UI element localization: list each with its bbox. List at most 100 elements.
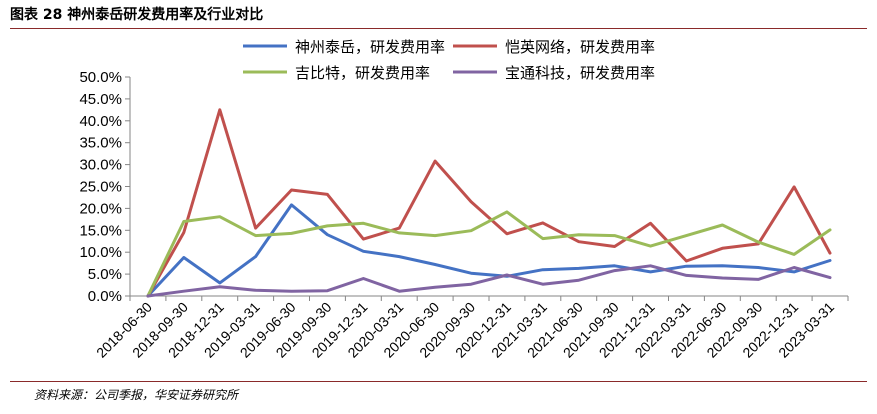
y-tick-label: 15.0% [79, 222, 122, 239]
data-point [792, 266, 796, 269]
data-point [757, 240, 760, 244]
data-point [792, 270, 796, 274]
data-point [757, 266, 760, 269]
data-point [469, 200, 473, 204]
legend-label: 宝通科技，研发费用率 [505, 65, 655, 82]
series-baotong [146, 264, 832, 298]
series-line-shenzhou [146, 203, 832, 298]
data-point [685, 274, 688, 277]
legend-item-baotong: 宝通科技，研发费用率 [453, 65, 655, 82]
data-point [828, 251, 832, 255]
data-point [218, 285, 221, 289]
data-point [362, 250, 365, 253]
data-point [469, 282, 473, 286]
y-tick-label: 50.0% [79, 69, 122, 86]
data-point [721, 264, 724, 267]
data-point [792, 253, 796, 256]
y-tick-label: 5.0% [88, 266, 122, 283]
data-point [254, 226, 257, 230]
data-point [254, 234, 257, 237]
legend-item-jibite: 吉比特，研发费用率 [243, 65, 430, 82]
data-point [649, 222, 652, 225]
data-point [218, 281, 221, 285]
data-point [433, 263, 437, 266]
data-point [326, 233, 329, 236]
data-point [613, 269, 616, 272]
source-note: 资料来源：公司季报，华安证券研究所 [34, 388, 239, 402]
data-point [290, 232, 293, 235]
data-point [685, 234, 688, 237]
data-point [146, 294, 150, 298]
data-point [649, 270, 652, 274]
data-point [433, 286, 437, 289]
data-point [792, 185, 796, 189]
data-point [254, 289, 257, 292]
data-point [613, 245, 616, 248]
data-point [721, 276, 724, 280]
data-point [541, 221, 545, 225]
y-tick-label: 10.0% [79, 244, 122, 261]
data-point [433, 234, 437, 237]
data-point [757, 278, 760, 281]
series-line-baotong [146, 264, 832, 298]
data-point [433, 159, 437, 163]
data-point [649, 244, 652, 248]
figure-title: 图表 28 神州泰岳研发费用率及行业对比 [10, 7, 264, 23]
data-point [218, 215, 221, 218]
data-point [541, 268, 545, 271]
y-tick-label: 35.0% [79, 135, 122, 152]
data-point [326, 193, 329, 196]
data-point [505, 210, 509, 214]
y-tick-label: 25.0% [79, 179, 122, 196]
data-point [326, 289, 329, 292]
data-point [398, 231, 401, 235]
data-point [828, 228, 832, 232]
data-point [613, 264, 616, 267]
series-line-jibite [146, 210, 832, 298]
data-point [290, 203, 293, 207]
data-point [721, 223, 724, 227]
data-point [182, 289, 186, 293]
legend-item-kaiying: 恺英网络，研发费用率 [453, 38, 655, 56]
series-line-kaiying [146, 108, 832, 298]
legend-label: 吉比特，研发费用率 [295, 65, 430, 82]
data-point [577, 279, 580, 282]
title-rule [10, 28, 867, 29]
data-point [577, 267, 580, 270]
series-shenzhou [146, 203, 832, 298]
x-axis: 2018-06-302018-09-302018-12-312019-03-31… [93, 295, 849, 361]
data-point [362, 222, 365, 225]
data-point [721, 247, 724, 250]
data-point [326, 224, 329, 228]
data-point [505, 232, 509, 236]
data-point [505, 273, 509, 277]
data-point [685, 265, 688, 268]
data-point [362, 237, 365, 241]
data-point [685, 259, 688, 263]
data-point [362, 277, 365, 280]
data-point [613, 234, 616, 237]
data-point [290, 188, 293, 192]
legend-label: 神州泰岳，研发费用率 [295, 39, 445, 56]
data-point [469, 272, 473, 275]
series-jibite [146, 210, 832, 298]
legend-item-shenzhou: 神州泰岳，研发费用率 [243, 39, 445, 56]
data-point [398, 255, 401, 258]
series-kaiying [146, 108, 832, 298]
data-point [828, 259, 832, 262]
data-point [182, 220, 186, 223]
data-point [541, 282, 545, 286]
data-point [577, 233, 580, 236]
data-point [254, 255, 257, 258]
data-point [182, 256, 186, 259]
y-tick-label: 45.0% [79, 91, 122, 108]
source-rule [10, 381, 867, 382]
data-point [218, 108, 221, 112]
y-axis: 0.0% 5.0% 10.0% 15.0% 20.0% 25.0% 30.0% 35.0% 40… [79, 69, 131, 305]
y-tick-label: 0.0% [88, 288, 122, 305]
data-point [541, 237, 545, 240]
y-tick-label: 30.0% [79, 157, 122, 174]
data-point [398, 226, 401, 230]
y-tick-label: 20.0% [79, 200, 122, 217]
